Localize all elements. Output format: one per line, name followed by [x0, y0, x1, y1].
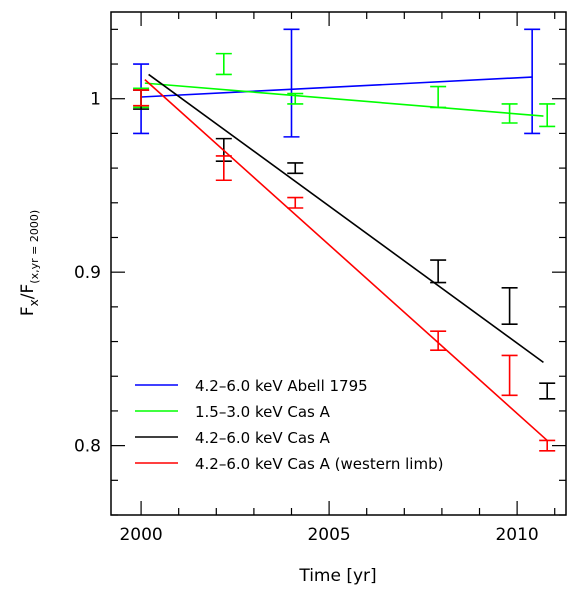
- legend-label: 1.5–3.0 keV Cas A: [195, 403, 331, 421]
- error-bar: [501, 354, 518, 397]
- error-bar: [287, 162, 304, 175]
- series-fit-line: [144, 79, 548, 442]
- series-fit-line: [148, 73, 544, 364]
- error-bar: [283, 28, 300, 138]
- x-axis-label: Time [yr]: [298, 566, 376, 586]
- y-tick-label: 0.8: [74, 437, 101, 457]
- axis-ticks: [111, 12, 566, 516]
- error-bar: [430, 85, 447, 109]
- error-bar: [430, 259, 447, 284]
- y-axis-label: Fx/F(x,yr = 2000): [18, 210, 41, 316]
- x-tick-label: 2005: [307, 525, 350, 545]
- error-bar: [287, 92, 304, 105]
- error-bar: [501, 286, 518, 326]
- error-bar: [501, 103, 518, 124]
- error-bar: [524, 28, 541, 135]
- x-tick-label: 2000: [119, 525, 162, 545]
- legend-label: 4.2–6.0 keV Cas A: [195, 429, 331, 447]
- error-bar: [539, 103, 556, 128]
- legend: 4.2–6.0 keV Abell 1795 1.5–3.0 keV Cas A 4…: [135, 377, 443, 473]
- y-axis-label-mid: /F: [18, 284, 38, 300]
- legend-label: 4.2–6.0 keV Cas A (western limb): [195, 455, 443, 473]
- error-bar: [539, 439, 556, 452]
- series-fit-line: [144, 82, 544, 117]
- legend-label: 4.2–6.0 keV Abell 1795: [195, 377, 368, 395]
- error-bar: [287, 196, 304, 209]
- plot-area: [133, 28, 556, 452]
- error-bar: [215, 155, 232, 182]
- y-axis-label-sub1: x: [27, 299, 41, 306]
- y-axis-label-sub2: (x,yr = 2000): [28, 210, 41, 284]
- tick-labels: 2000 2005 2010 0.8 0.9 1: [74, 90, 539, 545]
- error-bar: [133, 89, 150, 107]
- plot-frame: [110, 11, 567, 516]
- y-axis-label-main: F: [18, 306, 38, 316]
- error-bar: [215, 52, 232, 76]
- error-bar: [430, 330, 447, 352]
- series-fit-line: [141, 76, 533, 98]
- y-tick-label: 0.9: [74, 263, 101, 283]
- x-tick-label: 2010: [495, 525, 538, 545]
- y-tick-label: 1: [90, 90, 101, 110]
- error-bar: [539, 382, 556, 400]
